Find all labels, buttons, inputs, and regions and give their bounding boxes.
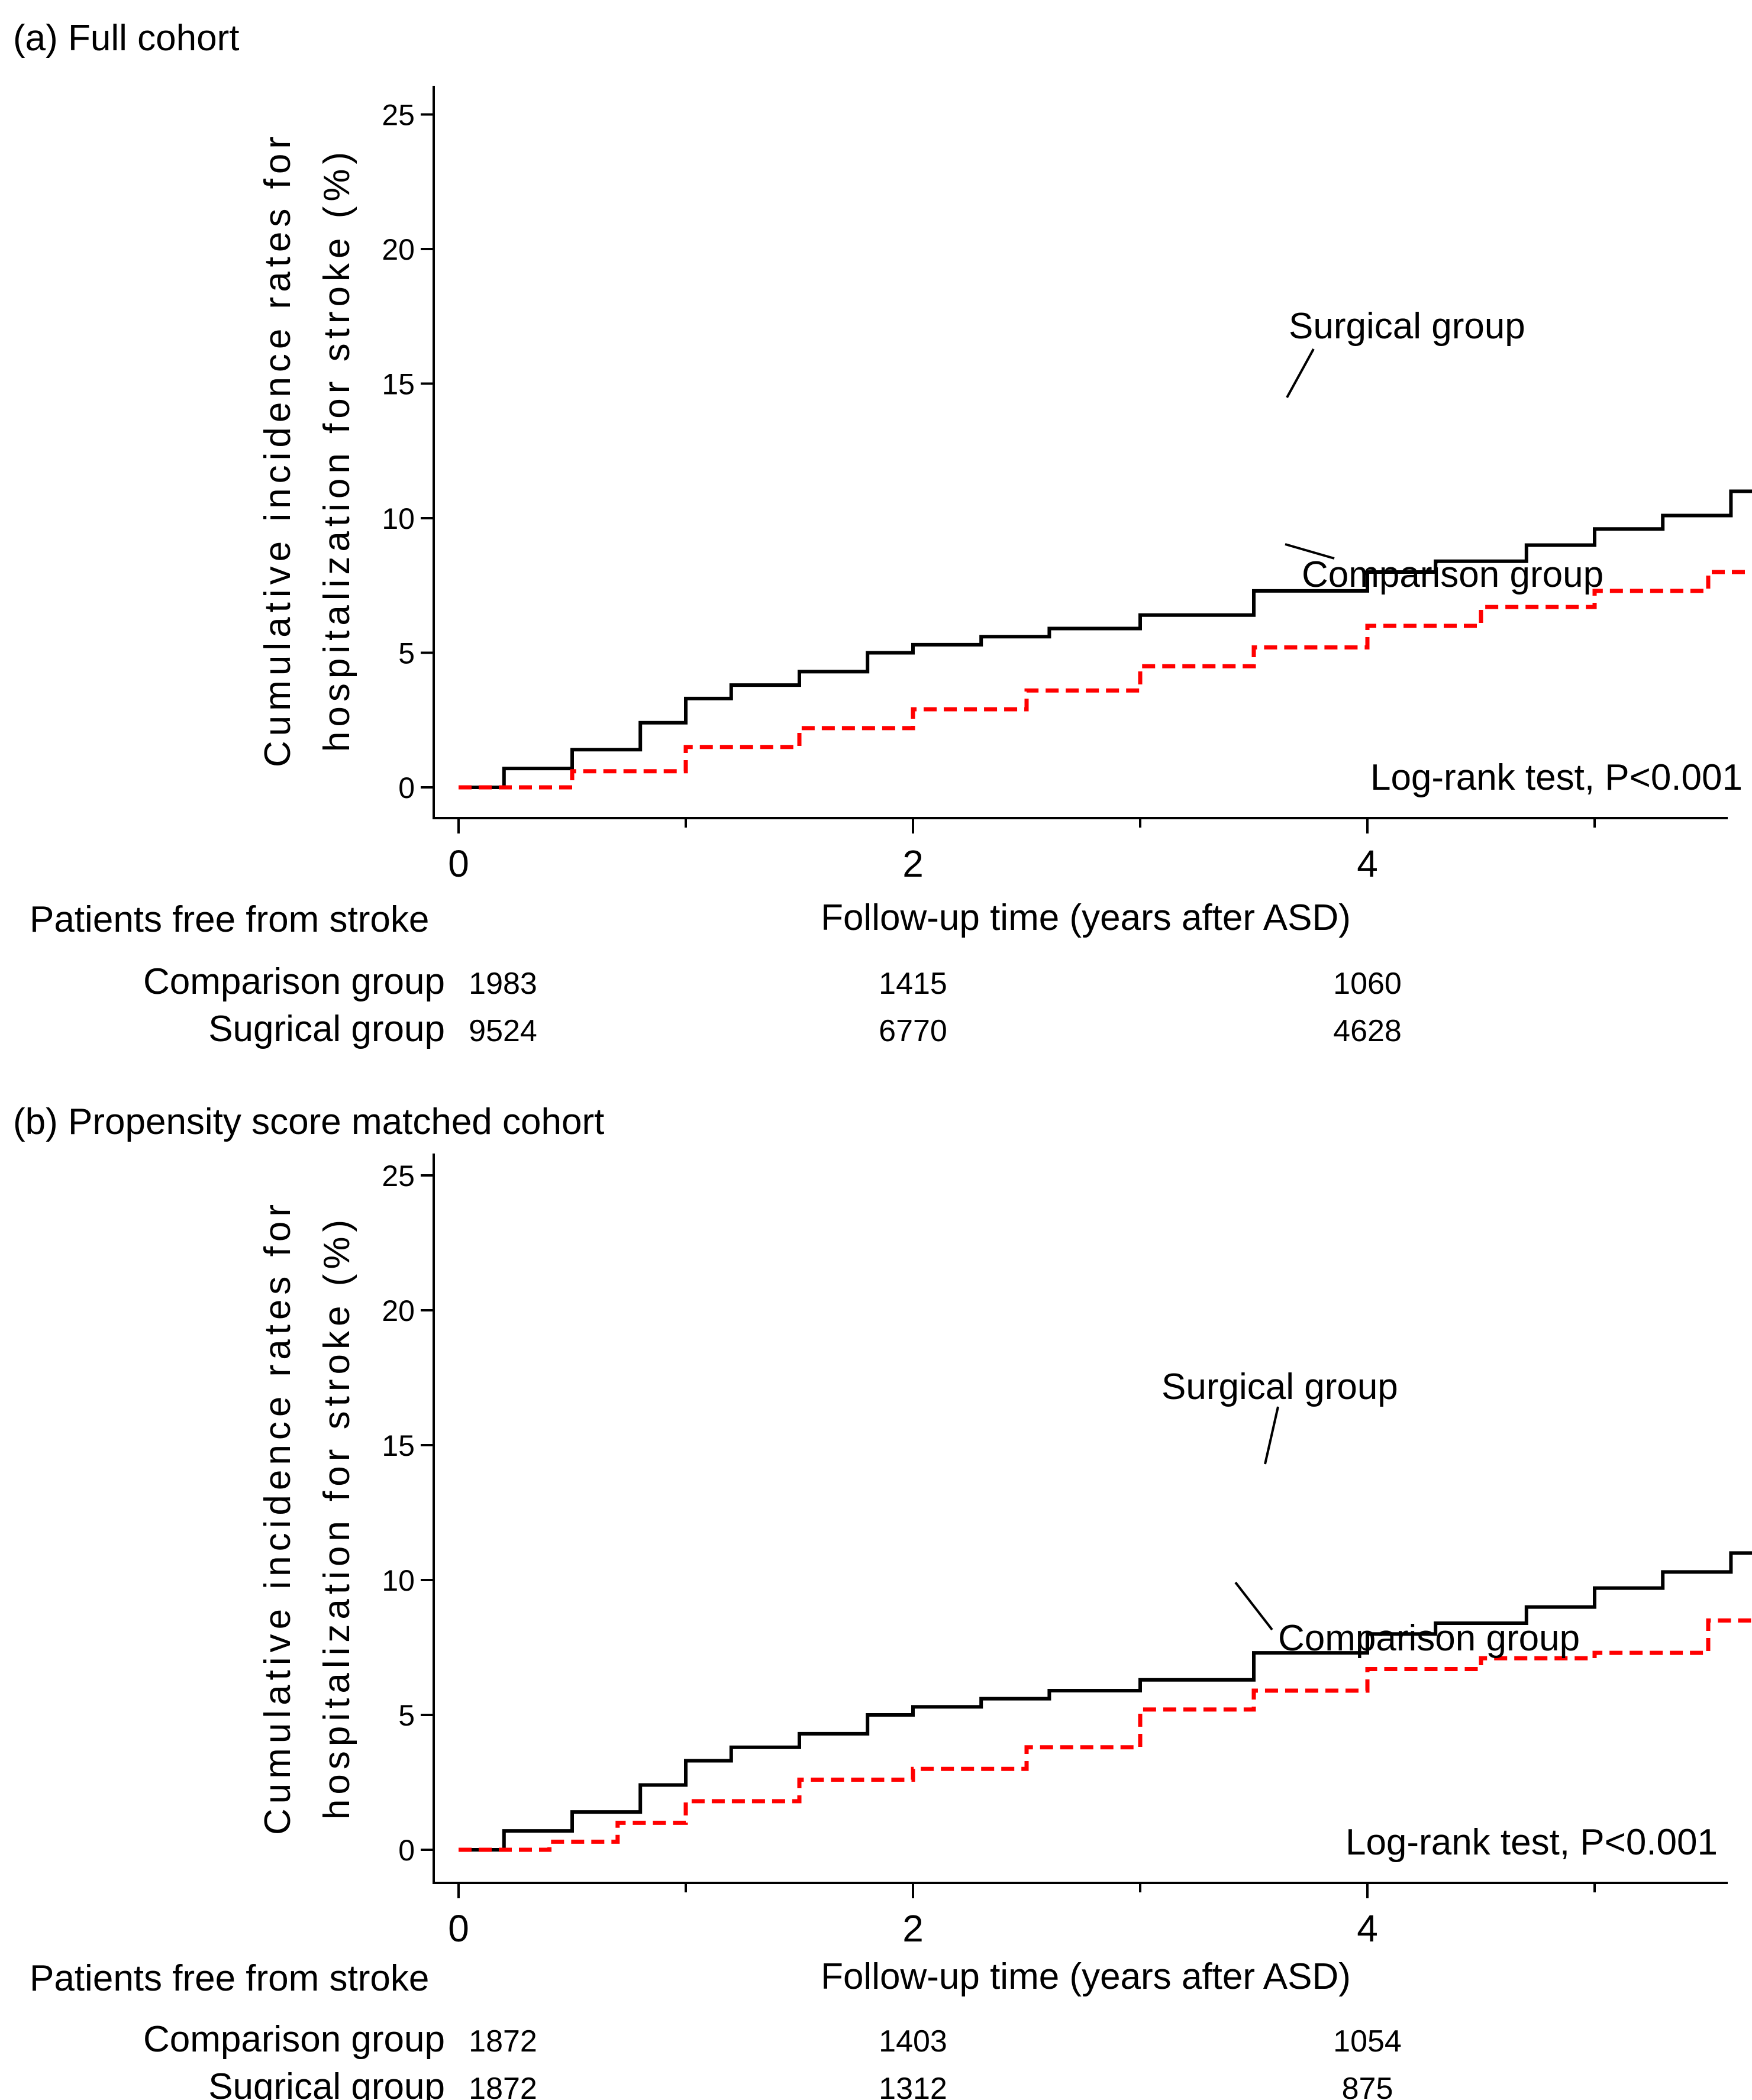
y-tick-label: 10	[382, 502, 415, 535]
y-tick-label: 10	[382, 1564, 415, 1597]
panel-a-full-cohort: (a) Full cohort Cumulative incidence rat…	[13, 18, 1752, 1049]
panel-a-surgical-label: Surgical group	[1289, 306, 1525, 347]
y-tick-label: 0	[398, 771, 415, 805]
panel-a-axes	[433, 86, 1728, 819]
panel-a-risk-row-comparison-label: Comparison group	[143, 961, 445, 1002]
risk-table-value: 9524	[469, 1014, 537, 1048]
panel-b-title: (b) Propensity score matched cohort	[13, 1101, 604, 1142]
y-tick-label: 20	[382, 233, 415, 266]
panel-b-comparison-label: Comparison group	[1278, 1618, 1580, 1659]
panel-b-series	[459, 1551, 1752, 1852]
panel-a-risk-row-surgical-label: Sugrical group	[208, 1009, 445, 1049]
risk-table-value: 1872	[469, 2072, 537, 2100]
panel-b-x-ticks: 0246810	[448, 1883, 1596, 1950]
panel-a-xlabel: Follow-up time (years after ASD)	[821, 897, 1351, 938]
x-tick-label: 0	[448, 842, 469, 885]
x-tick-label: 4	[1357, 842, 1378, 885]
y-tick-label: 15	[382, 1429, 415, 1462]
panel-a-risk-heading: Patients free from stroke	[30, 899, 429, 940]
panel-a-x-ticks: 0246810	[448, 818, 1596, 885]
risk-table-value: 1403	[879, 2024, 947, 2059]
panel-b-xlabel: Follow-up time (years after ASD)	[821, 1956, 1351, 1997]
risk-table-value: 6770	[879, 1014, 947, 1048]
panel-a-logrank-annotation: Log-rank test, P<0.001	[1370, 757, 1743, 798]
risk-table-value: 1872	[469, 2024, 537, 2059]
panel-b-y-ticks: 0 5 10 15 20 25	[382, 1159, 434, 1867]
panel-a-comparison-pointer	[1285, 543, 1335, 560]
x-tick-label: 2	[902, 1907, 924, 1950]
y-tick-label: 25	[382, 1159, 415, 1193]
y-tick-label: 5	[398, 1699, 415, 1732]
panel-b-risk-heading: Patients free from stroke	[30, 1958, 429, 1999]
panel-a-ylabel-line2: hospitalization for stroke (%)	[317, 147, 357, 752]
panel-b-comparison-pointer	[1234, 1581, 1273, 1631]
x-tick-label: 0	[448, 1907, 469, 1950]
panel-b-ylabel-line1: Cumulative incidence rates for	[257, 1200, 298, 1835]
risk-table-value: 1415	[879, 967, 947, 1001]
panel-b-propensity-matched: (b) Propensity score matched cohort Cumu…	[13, 1101, 1752, 2100]
risk-table-value: 1312	[879, 2072, 947, 2100]
surgical-group-curve	[459, 489, 1752, 789]
panel-b-risk-values: 1872140310547204341341872131287555728710…	[469, 2024, 1402, 2100]
panel-b-surgical-label: Surgical group	[1161, 1366, 1398, 1407]
panel-b-risk-row-surgical-label: Sugrical group	[208, 2066, 445, 2100]
risk-table-value: 1054	[1333, 2024, 1402, 2059]
risk-table-value: 4628	[1333, 1014, 1402, 1048]
risk-table-value: 875	[1342, 2072, 1393, 2100]
panel-b-ylabel-line2: hospitalization for stroke (%)	[317, 1215, 357, 1820]
panel-a-y-ticks: 0 5 10 15 20 25	[382, 99, 434, 805]
comparison-group-curve	[459, 570, 1752, 790]
y-tick-label: 5	[398, 637, 415, 670]
y-tick-label: 15	[382, 368, 415, 401]
panel-a-ylabel-line1: Cumulative incidence rates for	[257, 132, 298, 767]
x-tick-label: 4	[1357, 1907, 1378, 1950]
panel-a-title: (a) Full cohort	[13, 18, 239, 59]
panel-a-series	[459, 489, 1752, 790]
x-tick-label: 2	[902, 842, 924, 885]
risk-table-value: 1983	[469, 967, 537, 1001]
y-tick-label: 20	[382, 1294, 415, 1327]
panel-a-comparison-label: Comparison group	[1302, 554, 1603, 595]
y-tick-label: 25	[382, 99, 415, 132]
risk-table-value: 1060	[1333, 967, 1402, 1001]
panel-b-surgical-pointer	[1264, 1406, 1279, 1465]
y-tick-label: 0	[398, 1834, 415, 1867]
comparison-group-curve	[459, 1618, 1752, 1852]
panel-b-logrank-annotation: Log-rank test, P<0.001	[1346, 1822, 1718, 1863]
panel-a-risk-values: 1983141510607244351359524677046282863150…	[469, 967, 1402, 1048]
panel-b-axes	[433, 1154, 1728, 1884]
panel-b-risk-row-comparison-label: Comparison group	[143, 2019, 445, 2060]
surgical-group-curve	[459, 1551, 1752, 1852]
panel-a-surgical-pointer	[1286, 348, 1315, 398]
